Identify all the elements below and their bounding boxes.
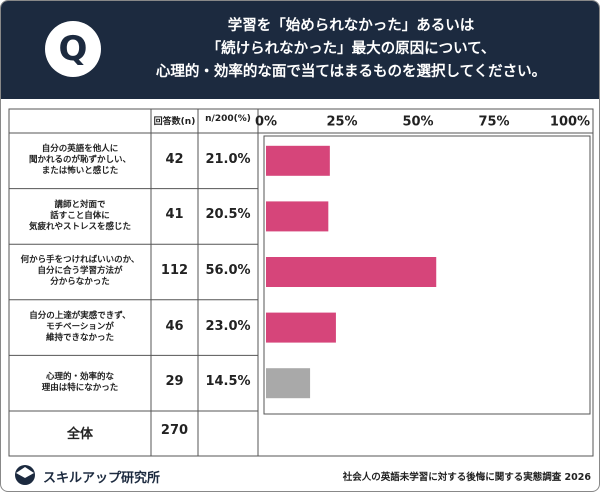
q-circle	[45, 21, 101, 77]
value-label: 56.0%	[205, 263, 251, 278]
value-label: 21.0%	[205, 151, 251, 167]
logo	[15, 465, 35, 485]
plot-border	[263, 135, 591, 415]
total-label: 全体	[66, 427, 93, 442]
category-label: 心理的・効率的な 理由は特になかった	[41, 372, 119, 394]
category-label: 講師と対面で 話すこと自体に 気疲れやストレスを感じた	[28, 199, 131, 232]
category-label: 自分の英語を他人に 聞かれるのが恥ずかしい、 または怖いと感じた	[28, 144, 131, 177]
x-tick-label: 50%	[402, 115, 433, 130]
bar	[266, 368, 311, 399]
brand: スキルアップ研究所	[43, 471, 161, 486]
x-tick-label: 0%	[255, 115, 277, 130]
table-border	[8, 108, 594, 457]
count: 42	[165, 151, 184, 167]
count: 41	[165, 207, 184, 223]
column-header: 回答数(n)	[153, 117, 196, 127]
total-count: 270	[160, 423, 189, 438]
count: 29	[165, 374, 184, 390]
category-label: 自分の上達が実感できず、 モチベーションが 維持できなかった	[29, 311, 131, 344]
value-label: 14.5%	[205, 374, 251, 390]
source: 社会人の英語未学習に対する後悔に関する実態調査 2026	[342, 472, 591, 483]
x-tick-label: 75%	[478, 115, 509, 130]
count: 46	[165, 318, 184, 334]
bar	[266, 201, 329, 232]
value-label: 23.0%	[205, 318, 251, 334]
bar	[266, 257, 437, 287]
chart-title: 学習を「始められなかった」あるいは 「続けられなかった」最大の原因について、 心…	[155, 18, 547, 80]
column-header: n/200(%)	[205, 114, 251, 124]
x-tick-label: 100%	[550, 115, 590, 130]
bar	[266, 312, 336, 343]
bar	[266, 145, 330, 176]
q-icon: Q	[58, 29, 88, 69]
category-label: 何から手をつければいいのか、 自分に合う学習方法が 分からなかった	[20, 255, 140, 288]
x-tick-label: 25%	[326, 115, 357, 130]
value-label: 20.5%	[205, 207, 251, 223]
count: 112	[160, 263, 189, 278]
